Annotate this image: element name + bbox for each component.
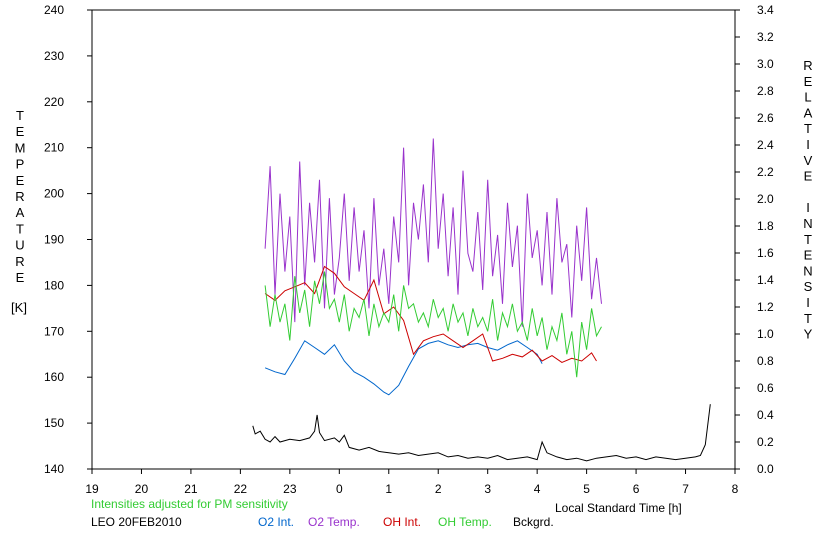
- right-tick-label: 2.6: [757, 111, 774, 125]
- axis-title-letter: T: [804, 232, 812, 247]
- x-tick-label: 21: [184, 482, 198, 496]
- series-line-bckgrd: [252, 404, 711, 462]
- left-tick-label: 150: [44, 416, 64, 430]
- right-tick-label: 3.4: [757, 3, 774, 17]
- x-tick-label: 7: [682, 482, 689, 496]
- x-tick-label: 22: [234, 482, 248, 496]
- axis-title-letter: I: [806, 295, 810, 310]
- right-tick-label: 1.2: [757, 300, 774, 314]
- axis-title-letter: E: [804, 169, 813, 184]
- sensitivity-note: Intensities adjusted for PM sensitivity: [91, 497, 288, 511]
- axis-title-letter: T: [16, 221, 24, 236]
- series-line-oh-int: [264, 265, 597, 363]
- axis-title-letter: T: [16, 108, 24, 123]
- x-tick-label: 19: [85, 482, 99, 496]
- legend: O2 Int. O2 Temp. OH Int. OH Temp. Bckgrd.: [258, 515, 554, 529]
- left-tick-label: 140: [44, 462, 64, 476]
- axis-title-letter: U: [15, 238, 24, 253]
- x-axis: 19 20 21 22 23 0 1 2 3 4 5 6 7 8: [85, 469, 739, 496]
- axis-title-letter: N: [803, 263, 812, 278]
- axis-title-letter: R: [15, 189, 24, 204]
- legend-entry: OH Temp.: [438, 515, 492, 529]
- series-line-oh-temp: [264, 271, 602, 378]
- right-tick-label: 0.8: [757, 354, 774, 368]
- left-tick-label: 220: [44, 95, 64, 109]
- legend-entry: Bckgrd.: [513, 515, 554, 529]
- axis-title-letter: Y: [804, 327, 813, 342]
- right-tick-label: 1.0: [757, 327, 774, 341]
- left-tick-label: 210: [44, 141, 64, 155]
- left-tick-label: 240: [44, 3, 64, 17]
- right-axis: 0.0 0.2 0.4 0.6 0.8 1.0 1.2 1.4 1.6 1.8 2.0 2.2 2.4 2…: [735, 3, 774, 476]
- right-tick-label: 2.0: [757, 192, 774, 206]
- left-axis: 140 150 160 170 180 190 200 210 220 230 240: [44, 3, 92, 476]
- axis-title-letter: E: [16, 270, 25, 285]
- right-tick-label: 0.6: [757, 381, 774, 395]
- axis-title-letter: R: [803, 58, 812, 73]
- legend-entry: O2 Int.: [258, 515, 294, 529]
- right-tick-label: 0.2: [757, 435, 774, 449]
- x-tick-label: 0: [336, 482, 343, 496]
- x-tick-label: 1: [385, 482, 392, 496]
- axis-title-letter: M: [15, 140, 26, 155]
- right-tick-label: 2.2: [757, 165, 774, 179]
- left-tick-label: 180: [44, 278, 64, 292]
- right-tick-label: 3.0: [757, 57, 774, 71]
- series-line-o2-int: [264, 340, 543, 396]
- axis-title-letter: L: [804, 90, 811, 105]
- x-tick-label: 2: [435, 482, 442, 496]
- left-tick-label: 170: [44, 324, 64, 338]
- x-axis-title: Local Standard Time [h]: [555, 501, 682, 515]
- right-tick-label: 0.4: [757, 408, 774, 422]
- x-tick-label: 8: [732, 482, 739, 496]
- left-tick-label: 230: [44, 49, 64, 63]
- series-line-o2-temp: [264, 138, 602, 327]
- axis-title-letter: E: [16, 173, 25, 188]
- axis-title-letter: I: [806, 137, 810, 152]
- left-tick-label: 190: [44, 233, 64, 247]
- station-label: LEO 20FEB2010: [91, 515, 182, 529]
- plot-frame: [91, 9, 736, 470]
- x-tick-label: 6: [633, 482, 640, 496]
- right-tick-label: 1.4: [757, 273, 774, 287]
- right-tick-label: 1.6: [757, 246, 774, 260]
- axis-title-letter: R: [15, 254, 24, 269]
- x-tick-label: 3: [484, 482, 491, 496]
- axis-title-letter: A: [804, 105, 813, 120]
- right-tick-label: 0.0: [757, 462, 774, 476]
- axis-title-letter: S: [804, 279, 813, 294]
- right-tick-label: 3.2: [757, 30, 774, 44]
- x-tick-label: 20: [135, 482, 149, 496]
- right-tick-label: 2.8: [757, 84, 774, 98]
- x-tick-label: 4: [534, 482, 541, 496]
- right-tick-label: 1.8: [757, 219, 774, 233]
- axis-title-letter: T: [804, 311, 812, 326]
- x-tick-label: 23: [283, 482, 297, 496]
- right-tick-label: 2.4: [757, 138, 774, 152]
- axis-title-letter: E: [16, 124, 25, 139]
- axis-title-letter: P: [16, 157, 25, 172]
- left-tick-label: 160: [44, 370, 64, 384]
- axis-title-letter: V: [804, 153, 813, 168]
- left-axis-unit: [K]: [11, 300, 27, 315]
- axis-title-letter: E: [804, 74, 813, 89]
- series-layer: [252, 138, 711, 462]
- axis-title-letter: E: [804, 248, 813, 263]
- axis-title-letter: N: [803, 216, 812, 231]
- legend-entry: O2 Temp.: [308, 515, 360, 529]
- left-tick-label: 200: [44, 187, 64, 201]
- axis-title-letter: T: [804, 121, 812, 136]
- x-tick-label: 5: [583, 482, 590, 496]
- axis-title-letter: A: [16, 205, 25, 220]
- axis-title-letter: I: [806, 200, 810, 215]
- legend-entry: OH Int.: [383, 515, 421, 529]
